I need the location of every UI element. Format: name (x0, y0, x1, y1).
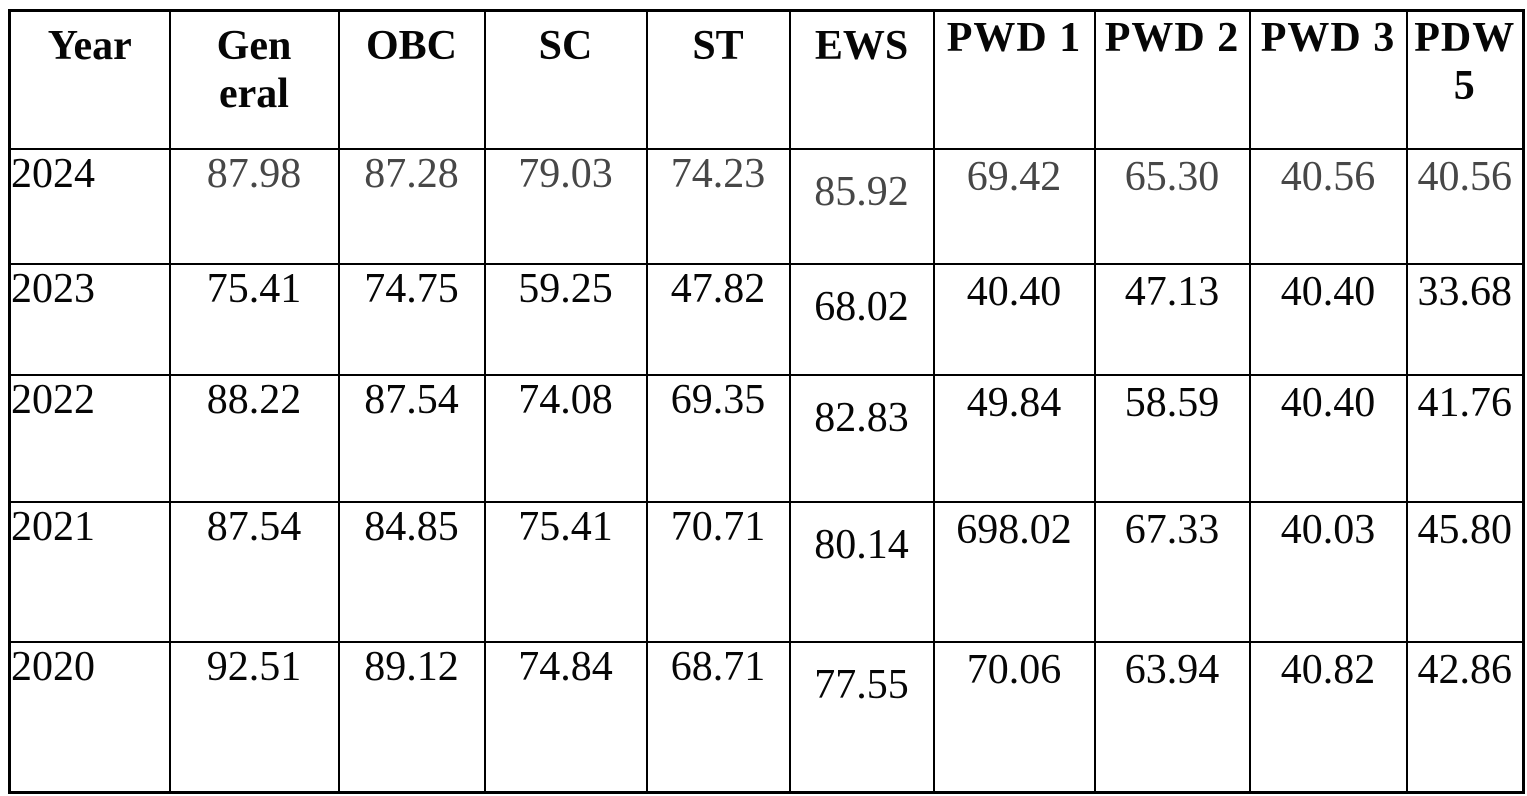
column-header-label: ST (692, 23, 744, 69)
column-header-pdw5: PDW 5 (1405, 9, 1525, 150)
table-cell: 74.08 (483, 373, 648, 503)
table-cell: 40.03 (1248, 500, 1408, 643)
table-cell: 68.02 (788, 262, 935, 376)
table-cell: 49.84 (932, 373, 1096, 503)
row-year: 2020 (8, 640, 171, 794)
column-header-label: EWS (814, 23, 909, 69)
table-cell: 68.71 (645, 640, 791, 794)
table-cell: 87.28 (337, 147, 486, 265)
table-cell: 75.41 (168, 262, 340, 376)
column-header-label: PDW 5 (1414, 15, 1516, 110)
column-header-st: ST (645, 9, 791, 150)
table-cell: 63.94 (1093, 640, 1251, 794)
column-header-label: PWD 3 (1260, 15, 1396, 61)
column-header-year: Year (8, 9, 171, 150)
table-cell: 74.75 (337, 262, 486, 376)
column-header-label: SC (538, 23, 593, 69)
column-header-pwd2: PWD 2 (1093, 9, 1251, 150)
table-cell: 40.56 (1405, 147, 1525, 265)
table-cell: 698.02 (932, 500, 1096, 643)
table-cell: 47.82 (645, 262, 791, 376)
column-header-pwd1: PWD 1 (932, 9, 1096, 150)
column-header-label: General (216, 23, 292, 118)
table-cell: 87.98 (168, 147, 340, 265)
header-row: Year General OBC SC ST EWS PWD 1 PWD 2 P… (8, 9, 1525, 150)
table-cell: 69.35 (645, 373, 791, 503)
table-cell: 87.54 (337, 373, 486, 503)
table-cell: 45.80 (1405, 500, 1525, 643)
table-cell: 58.59 (1093, 373, 1251, 503)
column-header-general: General (168, 9, 340, 150)
column-header-sc: SC (483, 9, 648, 150)
table-cell: 82.83 (788, 373, 935, 503)
table-cell: 74.84 (483, 640, 648, 794)
table-cell: 40.56 (1248, 147, 1408, 265)
cutoff-table: Year General OBC SC ST EWS PWD 1 PWD 2 P… (8, 9, 1525, 794)
column-header-label: OBC (365, 23, 457, 69)
table-cell: 69.42 (932, 147, 1096, 265)
row-year: 2023 (8, 262, 171, 376)
table-cell: 88.22 (168, 373, 340, 503)
table-cell: 65.30 (1093, 147, 1251, 265)
table-cell: 67.33 (1093, 500, 1251, 643)
row-year: 2024 (8, 147, 171, 265)
table-cell: 33.68 (1405, 262, 1525, 376)
column-header-ews: EWS (788, 9, 935, 150)
table-cell: 92.51 (168, 640, 340, 794)
table-row-2020: 2020 92.51 89.12 74.84 68.71 77.55 70.06… (8, 640, 1525, 794)
table-row-2023: 2023 75.41 74.75 59.25 47.82 68.02 40.40… (8, 262, 1525, 376)
table-cell: 75.41 (483, 500, 648, 643)
table-row-2022: 2022 88.22 87.54 74.08 69.35 82.83 49.84… (8, 373, 1525, 503)
table-cell: 80.14 (788, 500, 935, 643)
table-cell: 40.40 (1248, 373, 1408, 503)
table-cell: 74.23 (645, 147, 791, 265)
table-cell: 42.86 (1405, 640, 1525, 794)
table-cell: 40.82 (1248, 640, 1408, 794)
table-cell: 41.76 (1405, 373, 1525, 503)
table-row-2021: 2021 87.54 84.85 75.41 70.71 80.14 698.0… (8, 500, 1525, 643)
table-cell: 85.92 (788, 147, 935, 265)
column-header-label: PWD 1 (946, 15, 1082, 61)
table-cell: 77.55 (788, 640, 935, 794)
table-cell: 84.85 (337, 500, 486, 643)
column-header-pwd3: PWD 3 (1248, 9, 1408, 150)
table-cell: 40.40 (932, 262, 1096, 376)
table-cell: 47.13 (1093, 262, 1251, 376)
table-cell: 70.71 (645, 500, 791, 643)
table-row-2024: 2024 87.98 87.28 79.03 74.23 85.92 69.42… (8, 147, 1525, 265)
table-cell: 87.54 (168, 500, 340, 643)
table-cell: 59.25 (483, 262, 648, 376)
column-header-label: PWD 2 (1104, 15, 1240, 61)
column-header-label: Year (47, 23, 132, 69)
row-year: 2022 (8, 373, 171, 503)
table-cell: 79.03 (483, 147, 648, 265)
row-year: 2021 (8, 500, 171, 643)
table-cell: 70.06 (932, 640, 1096, 794)
table-cell: 40.40 (1248, 262, 1408, 376)
column-header-obc: OBC (337, 9, 486, 150)
table-cell: 89.12 (337, 640, 486, 794)
